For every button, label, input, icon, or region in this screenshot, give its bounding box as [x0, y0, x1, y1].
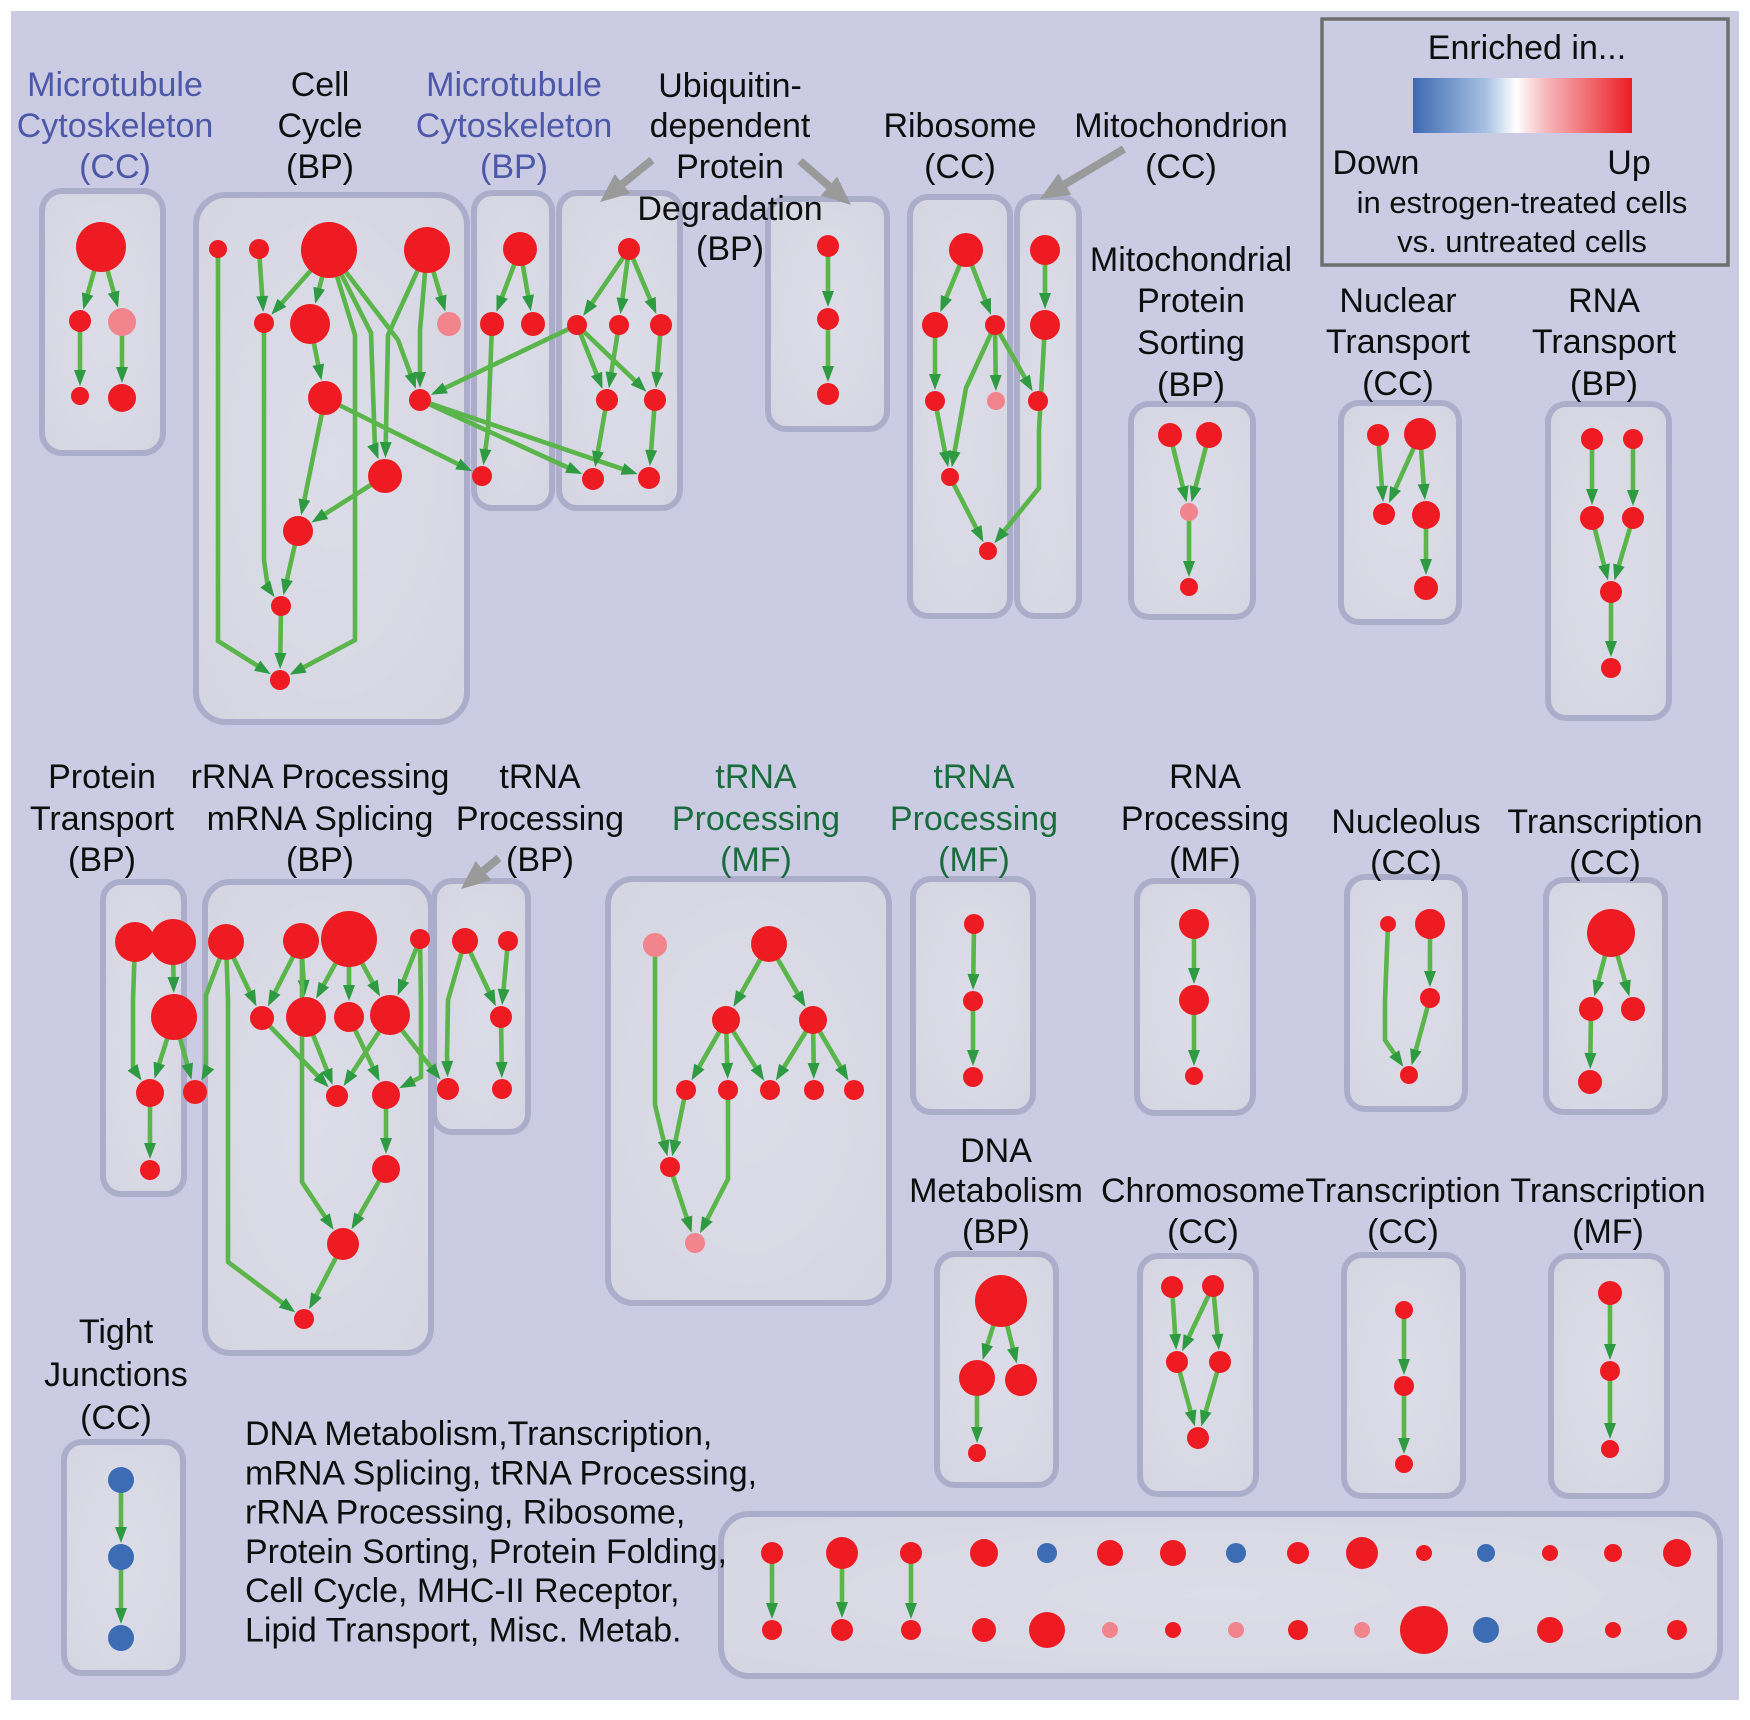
svg-text:(BP): (BP) — [480, 148, 548, 186]
svg-text:(CC): (CC) — [1145, 148, 1217, 186]
svg-text:(BP): (BP) — [68, 841, 136, 879]
svg-text:Transcription: Transcription — [1510, 1172, 1705, 1210]
svg-text:Transport: Transport — [1532, 323, 1677, 361]
svg-text:rRNA Processing: rRNA Processing — [191, 758, 450, 796]
svg-text:Down: Down — [1333, 144, 1420, 182]
svg-text:(CC): (CC) — [79, 148, 151, 186]
svg-text:Cycle: Cycle — [277, 107, 362, 145]
svg-text:Cytoskeleton: Cytoskeleton — [416, 107, 613, 145]
svg-text:DNA Metabolism,Transcription,: DNA Metabolism,Transcription, — [245, 1415, 712, 1453]
svg-text:(BP): (BP) — [1570, 365, 1638, 403]
svg-text:Junctions: Junctions — [44, 1356, 188, 1394]
svg-text:Nuclear: Nuclear — [1339, 282, 1456, 320]
svg-text:vs. untreated cells: vs. untreated cells — [1397, 224, 1647, 259]
svg-text:Processing: Processing — [890, 800, 1058, 838]
svg-text:(CC): (CC) — [1167, 1213, 1239, 1251]
svg-text:Cell Cycle, MHC-II Receptor,: Cell Cycle, MHC-II Receptor, — [245, 1572, 680, 1610]
svg-text:(MF): (MF) — [720, 841, 792, 879]
svg-text:(CC): (CC) — [924, 148, 996, 186]
svg-text:(BP): (BP) — [506, 841, 574, 879]
svg-text:Chromosome: Chromosome — [1101, 1172, 1305, 1210]
svg-text:Tight: Tight — [79, 1313, 154, 1351]
svg-text:Nucleolus: Nucleolus — [1331, 803, 1480, 841]
svg-text:(BP): (BP) — [1157, 366, 1225, 404]
svg-text:Metabolism: Metabolism — [909, 1172, 1083, 1210]
svg-text:Protein Sorting, Protein Foldi: Protein Sorting, Protein Folding, — [245, 1533, 727, 1571]
svg-text:tRNA: tRNA — [499, 758, 581, 796]
svg-text:Up: Up — [1607, 144, 1650, 182]
svg-text:Processing: Processing — [1121, 800, 1289, 838]
svg-text:Mitochondrion: Mitochondrion — [1074, 107, 1288, 145]
svg-text:Sorting: Sorting — [1137, 324, 1245, 362]
svg-text:Transcription: Transcription — [1507, 803, 1702, 841]
svg-text:RNA: RNA — [1169, 758, 1241, 796]
svg-text:rRNA Processing, Ribosome,: rRNA Processing, Ribosome, — [245, 1494, 685, 1532]
svg-text:Transport: Transport — [30, 800, 175, 838]
svg-text:Cytoskeleton: Cytoskeleton — [17, 107, 214, 145]
svg-text:Enriched in...: Enriched in... — [1428, 29, 1626, 67]
svg-text:Protein: Protein — [48, 758, 156, 796]
svg-text:(BP): (BP) — [696, 230, 764, 268]
svg-text:Microtubule: Microtubule — [426, 66, 602, 104]
svg-text:(BP): (BP) — [286, 841, 354, 879]
svg-text:mRNA Splicing, tRNA Processing: mRNA Splicing, tRNA Processing, — [245, 1454, 757, 1492]
svg-text:Protein: Protein — [676, 148, 784, 186]
svg-text:Microtubule: Microtubule — [27, 66, 203, 104]
svg-text:(CC): (CC) — [1362, 365, 1434, 403]
svg-text:Cell: Cell — [291, 66, 350, 104]
svg-text:Degradation: Degradation — [637, 190, 822, 228]
svg-text:(MF): (MF) — [938, 841, 1010, 879]
svg-text:tRNA: tRNA — [715, 758, 797, 796]
svg-text:in estrogen-treated cells: in estrogen-treated cells — [1357, 185, 1688, 220]
svg-text:(CC): (CC) — [1370, 844, 1442, 882]
svg-text:Processing: Processing — [672, 800, 840, 838]
svg-text:(MF): (MF) — [1169, 841, 1241, 879]
svg-text:Mitochondrial: Mitochondrial — [1090, 241, 1292, 279]
svg-text:Ribosome: Ribosome — [883, 107, 1036, 145]
svg-text:(CC): (CC) — [1367, 1213, 1439, 1251]
svg-text:Protein: Protein — [1137, 282, 1245, 320]
svg-text:Lipid Transport, Misc. Metab.: Lipid Transport, Misc. Metab. — [245, 1612, 682, 1650]
svg-text:tRNA: tRNA — [933, 758, 1015, 796]
svg-text:RNA: RNA — [1568, 282, 1640, 320]
svg-text:(CC): (CC) — [1569, 844, 1641, 882]
svg-text:(MF): (MF) — [1572, 1213, 1644, 1251]
svg-text:DNA: DNA — [960, 1132, 1032, 1170]
svg-text:(BP): (BP) — [962, 1213, 1030, 1251]
svg-text:Processing: Processing — [456, 800, 624, 838]
svg-text:Transport: Transport — [1326, 323, 1471, 361]
svg-text:dependent: dependent — [650, 107, 811, 145]
svg-text:(CC): (CC) — [80, 1399, 152, 1437]
svg-text:(BP): (BP) — [286, 148, 354, 186]
svg-text:Transcription: Transcription — [1305, 1172, 1500, 1210]
svg-text:Ubiquitin-: Ubiquitin- — [658, 67, 802, 105]
svg-text:mRNA Splicing: mRNA Splicing — [207, 800, 434, 838]
